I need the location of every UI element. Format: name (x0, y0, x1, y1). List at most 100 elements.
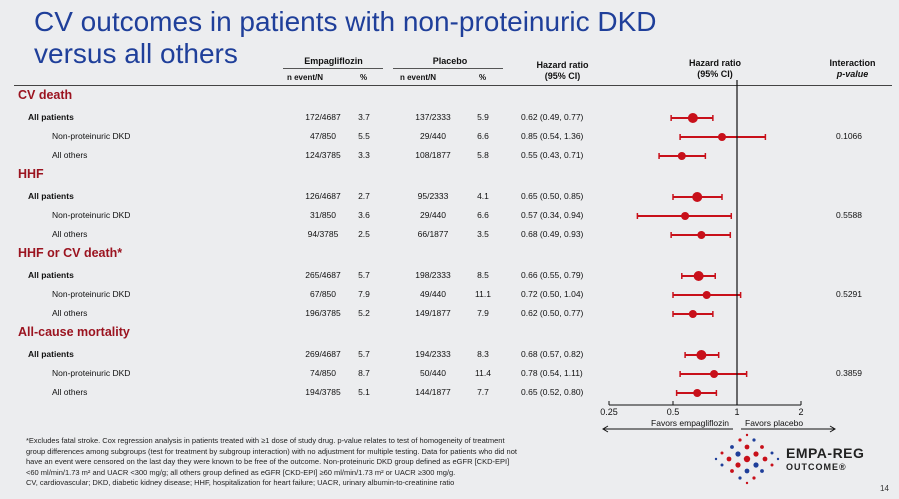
pbo-n-event: 137/2333 (415, 112, 451, 122)
empa-n-event: 47/850 (310, 131, 336, 141)
hr-ci-text: 0.72 (0.50, 1.04) (521, 289, 584, 299)
hr-ci-text: 0.55 (0.43, 0.71) (521, 150, 584, 160)
header-hr-text-ci: (95% CI) (544, 71, 581, 81)
header-hr-plot: Hazard ratio (95% CI) (670, 58, 760, 80)
empa-n-event: 94/3785 (307, 229, 339, 239)
page-title: CV outcomes in patients with non-protein… (34, 6, 657, 70)
hazard-ratio-point (702, 291, 711, 299)
pbo-n-event: 29/440 (420, 210, 446, 220)
hr-ci-text: 0.85 (0.54, 1.36) (521, 131, 584, 141)
empa-pct: 5.1 (358, 387, 370, 397)
x-tick-label: 2 (798, 407, 803, 417)
pbo-pct: 3.5 (477, 229, 489, 239)
pbo-n-event: 149/1877 (415, 308, 451, 318)
empa-n-event: 67/850 (310, 289, 336, 299)
hr-ci-text: 0.65 (0.52, 0.80) (521, 387, 584, 397)
section-title: CV death (18, 88, 73, 102)
row-label: All patients (28, 112, 74, 122)
pbo-pct: 5.9 (477, 112, 489, 122)
footnote-line: group differences among subgroups (test … (26, 446, 517, 456)
hazard-ratio-point (687, 113, 698, 123)
x-tick-label: 0.25 (600, 407, 618, 417)
hr-ci-text: 0.78 (0.54, 1.11) (521, 368, 583, 378)
header-pbo-pct: % (479, 73, 487, 82)
header-interaction-label: Interaction (829, 58, 876, 68)
interaction-pvalue: 0.1066 (836, 131, 862, 141)
header-pvalue-label: p-value (836, 69, 869, 79)
row-label: Non-proteinuric DKD (52, 289, 131, 299)
header-pbo-underline (393, 68, 503, 69)
row-label: All others (52, 150, 88, 160)
empa-n-event: 269/4687 (305, 349, 341, 359)
logo-subtitle: OUTCOME® (786, 462, 847, 472)
header-empa-pct: % (360, 73, 368, 82)
pbo-pct: 6.6 (477, 131, 489, 141)
pbo-n-event: 29/440 (420, 131, 446, 141)
footnote-line: CV, cardiovascular; DKD, diabetic kidney… (26, 478, 455, 488)
header-empa-n-event: n event/N (287, 73, 324, 82)
pbo-n-event: 108/1877 (415, 150, 451, 160)
hr-ci-text: 0.66 (0.55, 0.79) (521, 270, 584, 280)
pbo-n-event: 66/1877 (417, 229, 449, 239)
pbo-pct: 7.9 (477, 308, 489, 318)
empa-n-event: 74/850 (310, 368, 336, 378)
hazard-ratio-point (677, 152, 686, 160)
pbo-pct: 4.1 (477, 191, 489, 201)
empa-n-event: 124/3785 (305, 150, 341, 160)
row-label: All others (52, 308, 88, 318)
logo-dots (714, 433, 780, 485)
empa-pct: 3.7 (358, 112, 370, 122)
title-line-2: versus all others (34, 38, 238, 69)
row-label: Non-proteinuric DKD (52, 210, 131, 220)
pbo-n-event: 198/2333 (415, 270, 451, 280)
pbo-pct: 8.5 (477, 270, 489, 280)
empa-n-event: 31/850 (310, 210, 336, 220)
logo-mark (714, 433, 780, 485)
empa-n-event: 126/4687 (305, 191, 341, 201)
hazard-ratio-point (693, 389, 702, 397)
pbo-n-event: 95/2333 (417, 191, 449, 201)
empa-pct: 2.7 (358, 191, 370, 201)
favors-empagliflozin-label: Favors empagliflozin (651, 418, 729, 428)
empa-n-event: 265/4687 (305, 270, 341, 280)
footnote-line: have an event were censored on the last … (26, 457, 510, 467)
section-title: All-cause mortality (18, 325, 130, 339)
hazard-ratio-point (681, 212, 690, 220)
hazard-ratio-point (696, 350, 707, 360)
pbo-pct: 7.7 (477, 387, 489, 397)
header-divider (14, 85, 892, 86)
empa-pct: 5.5 (358, 131, 370, 141)
x-tick-label: 1 (734, 407, 739, 417)
header-hr-plot-label: Hazard ratio (688, 58, 741, 68)
footnote-line: *Excludes fatal stroke. Cox regression a… (26, 436, 505, 445)
header-placebo: Placebo (432, 56, 468, 66)
footnote: *Excludes fatal stroke. Cox regression a… (26, 436, 691, 489)
forest-plot: 0.25 0.5 1 2 Favors empagliflozin Favors plac… (600, 80, 836, 433)
header-pbo-n-event: n event/N (400, 73, 437, 82)
row-label: Non-proteinuric DKD (52, 131, 131, 141)
pbo-n-event: 50/440 (420, 368, 446, 378)
row-label: All patients (28, 191, 74, 201)
pbo-pct: 6.6 (477, 210, 489, 220)
favors-empagliflozin-arrow (602, 425, 733, 433)
hr-ci-text: 0.68 (0.57, 0.82) (521, 349, 584, 359)
pbo-pct: 11.4 (475, 368, 491, 378)
header-hr-text-label: Hazard ratio (536, 60, 589, 70)
row-label: All patients (28, 270, 74, 280)
row-label: All others (52, 387, 88, 397)
empa-n-event: 196/3785 (305, 308, 341, 318)
row-label: All patients (28, 349, 74, 359)
empa-pct: 3.6 (358, 210, 370, 220)
hazard-ratio-point (688, 310, 697, 318)
hazard-ratio-point (697, 231, 706, 239)
empa-pct: 5.7 (358, 270, 370, 280)
header-hr-text: Hazard ratio (95% CI) (520, 60, 605, 82)
pbo-pct: 5.8 (477, 150, 489, 160)
favors-placebo-label: Favors placebo (745, 418, 803, 428)
empa-pct: 5.2 (358, 308, 370, 318)
empa-n-event: 172/4687 (305, 112, 341, 122)
hr-ci-text: 0.68 (0.49, 0.93) (521, 229, 584, 239)
interaction-pvalue: 0.3859 (836, 368, 862, 378)
pbo-pct: 8.3 (477, 349, 489, 359)
empa-pct: 8.7 (358, 368, 370, 378)
